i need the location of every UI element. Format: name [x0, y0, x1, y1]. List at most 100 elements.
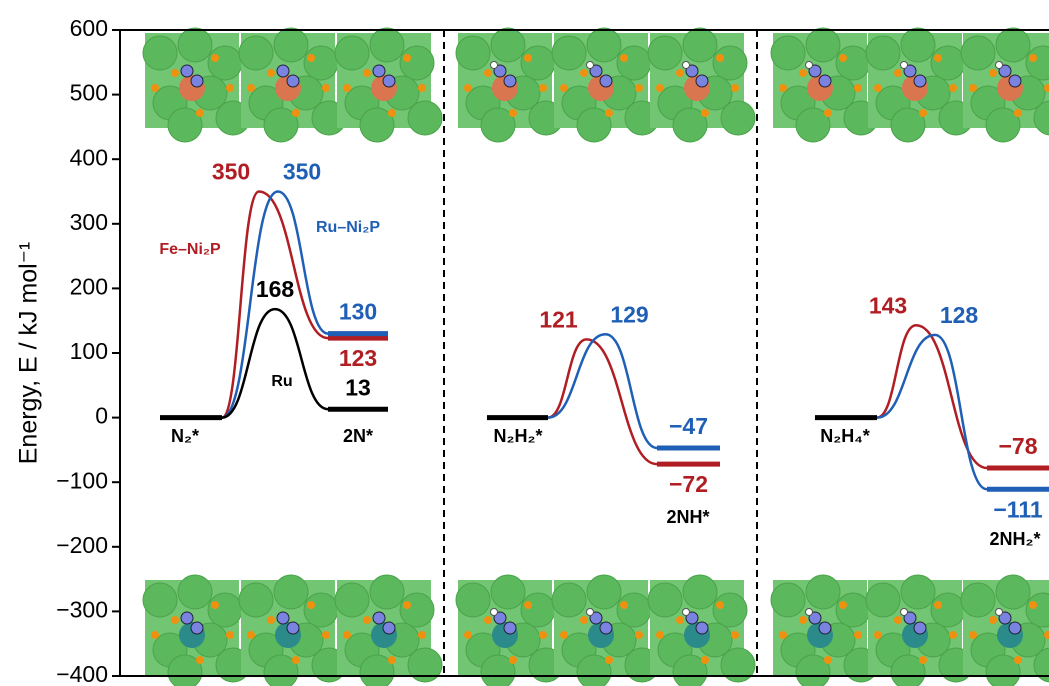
- tile-p: [839, 601, 847, 609]
- body: Energy, E / kJ mol⁻¹ −400−300−200−100010…: [0, 0, 1049, 686]
- tile-atom: [304, 593, 338, 627]
- ts-label: 143: [869, 292, 907, 318]
- tile-h: [491, 62, 498, 69]
- tile-p: [854, 84, 862, 92]
- tile-n: [696, 75, 708, 87]
- tile-h: [901, 62, 908, 69]
- tile-atom: [400, 593, 434, 627]
- tile-atom: [491, 28, 525, 62]
- tile-n: [373, 612, 385, 624]
- structure-tile: [143, 28, 250, 142]
- tile-p: [539, 631, 547, 639]
- tile-atom: [931, 593, 965, 627]
- tile-atom: [961, 583, 995, 617]
- tile-p: [196, 656, 204, 664]
- tile-atom: [456, 36, 490, 70]
- tile-n: [181, 65, 193, 77]
- tile-atom: [370, 28, 404, 62]
- tile-atom: [806, 575, 840, 609]
- final-label: −72: [669, 471, 708, 497]
- tile-p: [1014, 656, 1022, 664]
- structure-tile: [771, 575, 878, 686]
- tile-p: [934, 601, 942, 609]
- tile-atom: [552, 36, 586, 70]
- tile-atom: [721, 101, 755, 135]
- tile-atom: [521, 593, 555, 627]
- tile-p: [894, 616, 902, 624]
- tile-p: [363, 616, 371, 624]
- structure-tile: [456, 28, 563, 142]
- tile-atom: [335, 583, 369, 617]
- tile-p: [484, 69, 492, 77]
- tile-p: [322, 631, 330, 639]
- tile-p: [656, 631, 664, 639]
- tile-p: [894, 69, 902, 77]
- tile-p: [1029, 54, 1037, 62]
- tile-p: [605, 109, 613, 117]
- tile-h: [901, 609, 908, 616]
- tile-atom: [996, 28, 1030, 62]
- tile-p: [418, 84, 426, 92]
- structure-tile: [648, 575, 755, 686]
- tile-p: [267, 69, 275, 77]
- tile-p: [779, 631, 787, 639]
- tile-p: [919, 109, 927, 117]
- tile-atom: [648, 583, 682, 617]
- tile-n: [383, 75, 395, 87]
- tile-p: [676, 616, 684, 624]
- y-tick-label: 0: [95, 403, 108, 429]
- ts-label: 168: [256, 276, 295, 302]
- tile-p: [524, 54, 532, 62]
- tile-p: [620, 54, 628, 62]
- tile-n: [819, 75, 831, 87]
- tile-atom: [335, 36, 369, 70]
- tile-p: [839, 54, 847, 62]
- tile-atom: [806, 28, 840, 62]
- tile-p: [307, 601, 315, 609]
- tile-n: [277, 65, 289, 77]
- tile-n: [287, 75, 299, 87]
- tile-p: [322, 84, 330, 92]
- tile-p: [509, 656, 517, 664]
- tile-atom: [587, 575, 621, 609]
- tile-p: [989, 69, 997, 77]
- tile-p: [731, 631, 739, 639]
- state-label: N₂*: [171, 426, 199, 446]
- tile-p: [656, 84, 664, 92]
- tile-atom: [239, 583, 273, 617]
- tile-p: [919, 656, 927, 664]
- tile-p: [874, 84, 882, 92]
- structure-tile: [771, 28, 878, 142]
- tile-p: [539, 84, 547, 92]
- y-tick-label: 500: [70, 80, 108, 106]
- ts-label: 350: [283, 159, 321, 185]
- tile-atom: [961, 36, 995, 70]
- tile-h: [996, 609, 1003, 616]
- tile-p: [403, 601, 411, 609]
- tile-p: [1029, 601, 1037, 609]
- structure-tile: [239, 575, 346, 686]
- tile-p: [464, 84, 472, 92]
- tile-p: [363, 69, 371, 77]
- tile-p: [799, 616, 807, 624]
- tile-n: [504, 75, 516, 87]
- tile-atom: [208, 46, 242, 80]
- tile-p: [418, 631, 426, 639]
- tile-p: [343, 631, 351, 639]
- energy-curve: [548, 339, 657, 464]
- ts-label: 350: [212, 159, 250, 185]
- tile-atom: [901, 28, 935, 62]
- structure-tile: [866, 28, 973, 142]
- tile-n: [1009, 622, 1021, 634]
- final-label: −111: [993, 496, 1042, 522]
- tile-atom: [521, 46, 555, 80]
- y-tick-label: −200: [56, 532, 108, 558]
- tile-n: [373, 65, 385, 77]
- tile-p: [307, 54, 315, 62]
- structure-tile: [961, 28, 1049, 142]
- tile-n: [600, 75, 612, 87]
- tile-n: [600, 622, 612, 634]
- tile-atom: [408, 101, 442, 135]
- tile-p: [196, 109, 204, 117]
- tile-h: [683, 609, 690, 616]
